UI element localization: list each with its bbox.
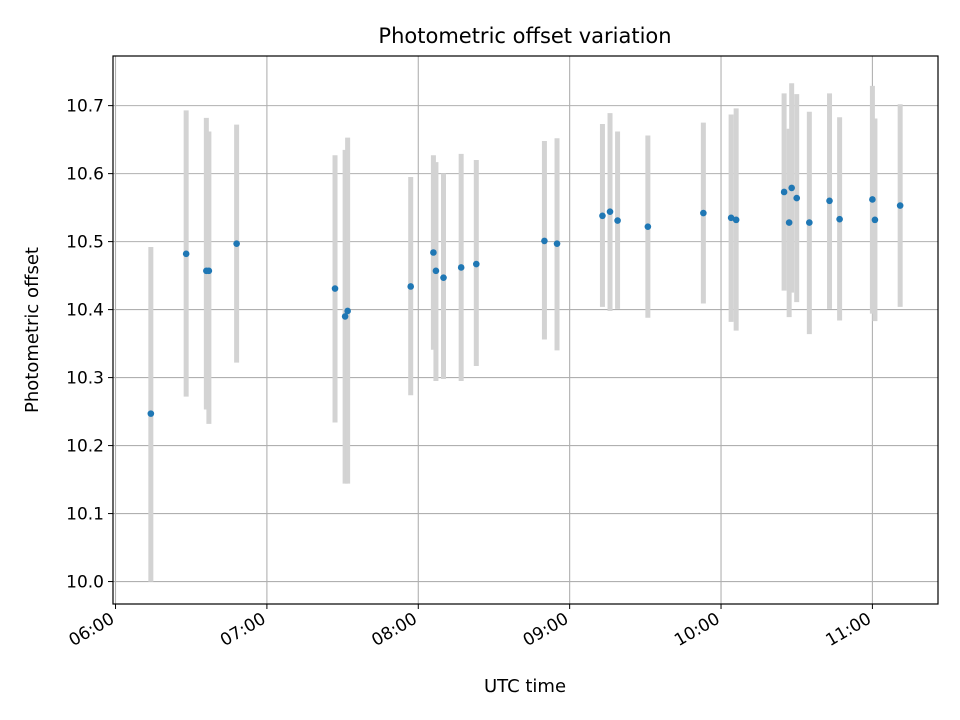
y-tick-label: 10.7: [66, 97, 104, 117]
y-tick-label: 10.3: [66, 369, 104, 389]
data-point: [440, 274, 447, 281]
data-point: [407, 283, 415, 290]
data-point: [826, 197, 833, 205]
data-point: [341, 313, 349, 320]
data-point: [806, 219, 813, 226]
data-point: [432, 267, 440, 275]
data-point: [869, 196, 876, 203]
plot-area: [113, 56, 938, 604]
data-point: [896, 202, 904, 209]
data-point: [780, 188, 788, 196]
x-axis-label: UTC time: [484, 676, 566, 697]
y-axis-ticks: 10.0 10.1 10.2 10.3 10.4 10.5 10.6 10.7: [66, 97, 113, 593]
data-point: [205, 267, 213, 275]
data-point: [644, 223, 652, 230]
data-point: [147, 410, 155, 417]
data-point: [233, 240, 240, 247]
y-tick-label: 10.0: [66, 573, 104, 593]
data-point: [182, 250, 190, 258]
data-point: [793, 194, 801, 202]
data-point: [836, 215, 843, 223]
y-tick-label: 10.2: [66, 437, 104, 457]
data-point: [732, 216, 740, 224]
y-tick-label: 10.4: [66, 301, 104, 321]
data-point: [599, 212, 606, 220]
data-points: [147, 184, 904, 417]
data-point: [430, 249, 437, 256]
y-tick-label: 10.5: [66, 233, 104, 253]
data-point: [331, 285, 339, 292]
data-point: [727, 214, 735, 222]
data-point: [473, 260, 480, 268]
plot-frame: [112, 55, 939, 605]
data-point: [606, 208, 614, 215]
y-axis-label: Photometric offset: [22, 247, 43, 413]
data-point: [457, 264, 465, 271]
y-tick-label: 10.6: [66, 165, 104, 185]
data-point: [614, 217, 621, 224]
y-tick-label: 10.1: [66, 505, 104, 525]
data-point: [344, 307, 351, 315]
data-point: [700, 209, 707, 217]
data-point: [871, 216, 879, 224]
chart-title: Photometric offset variation: [378, 24, 671, 48]
data-point: [785, 219, 793, 226]
data-point: [541, 237, 548, 245]
data-point: [553, 240, 561, 247]
data-point: [788, 184, 795, 192]
